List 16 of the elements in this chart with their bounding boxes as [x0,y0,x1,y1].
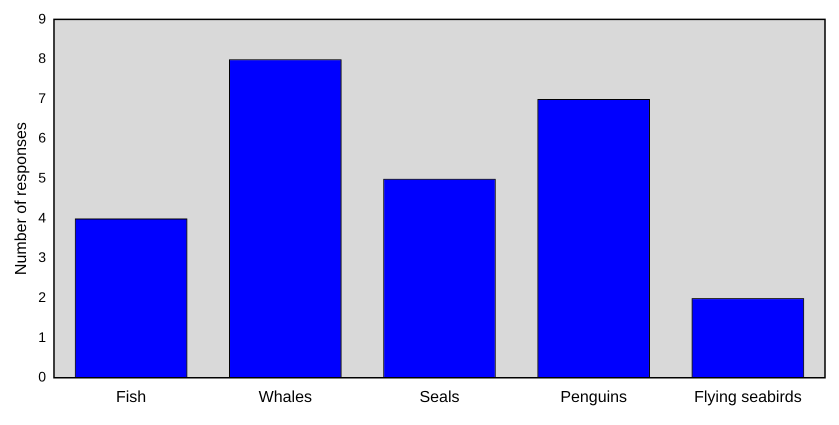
y-tick-label: 8 [38,50,46,66]
x-tick-label: Whales [258,388,312,406]
y-tick-label: 0 [38,368,46,385]
y-tick-label: 9 [38,10,46,26]
y-tick-label: 3 [38,249,46,266]
y-tick-label: 2 [38,289,46,306]
x-tick-label: Flying seabirds [694,388,802,406]
y-tick-label: 4 [38,209,46,226]
x-tick-label: Seals [419,388,460,406]
y-tick-label: 6 [38,130,46,146]
y-tick-label: 7 [38,90,46,106]
y-tick-label: 5 [38,170,46,186]
x-tick-label: Penguins [560,388,628,406]
y-tick-label: 1 [38,328,46,345]
x-tick-label: Fish [116,388,146,406]
y-axis-title: Number of responses [13,122,30,276]
